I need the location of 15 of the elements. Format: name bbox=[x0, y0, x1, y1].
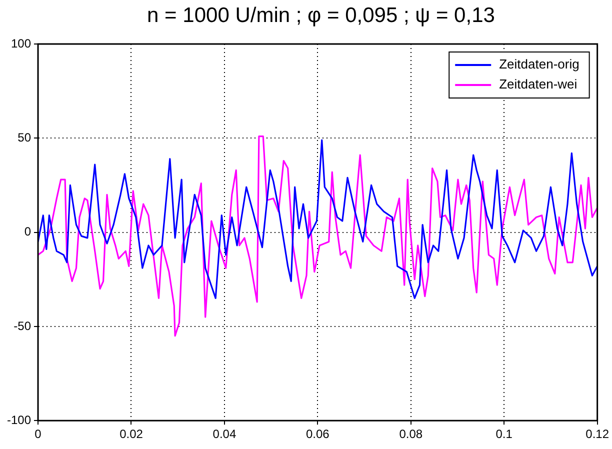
legend-label: Zeitdaten-orig bbox=[499, 56, 580, 72]
x-tick-label: 0.04 bbox=[212, 427, 236, 442]
x-tick-label: 0.02 bbox=[120, 427, 144, 442]
x-tick-label: 0.06 bbox=[306, 427, 330, 442]
y-tick-label: 100 bbox=[10, 36, 32, 50]
chart-title: n = 1000 U/min ; φ = 0,095 ; ψ = 0,13 bbox=[146, 4, 496, 28]
x-tick-label: 0.08 bbox=[399, 427, 423, 442]
legend-label: Zeitdaten-wei bbox=[499, 76, 578, 92]
y-tick-label: 0 bbox=[24, 224, 32, 239]
y-tick-label: -50 bbox=[14, 318, 32, 333]
y-tick-label: 50 bbox=[18, 130, 32, 144]
x-tick-label: 0.12 bbox=[586, 427, 610, 442]
x-tick-label: 0.1 bbox=[496, 427, 513, 442]
x-tick-label: 0 bbox=[34, 427, 42, 442]
y-tick-label: -100 bbox=[6, 412, 32, 427]
